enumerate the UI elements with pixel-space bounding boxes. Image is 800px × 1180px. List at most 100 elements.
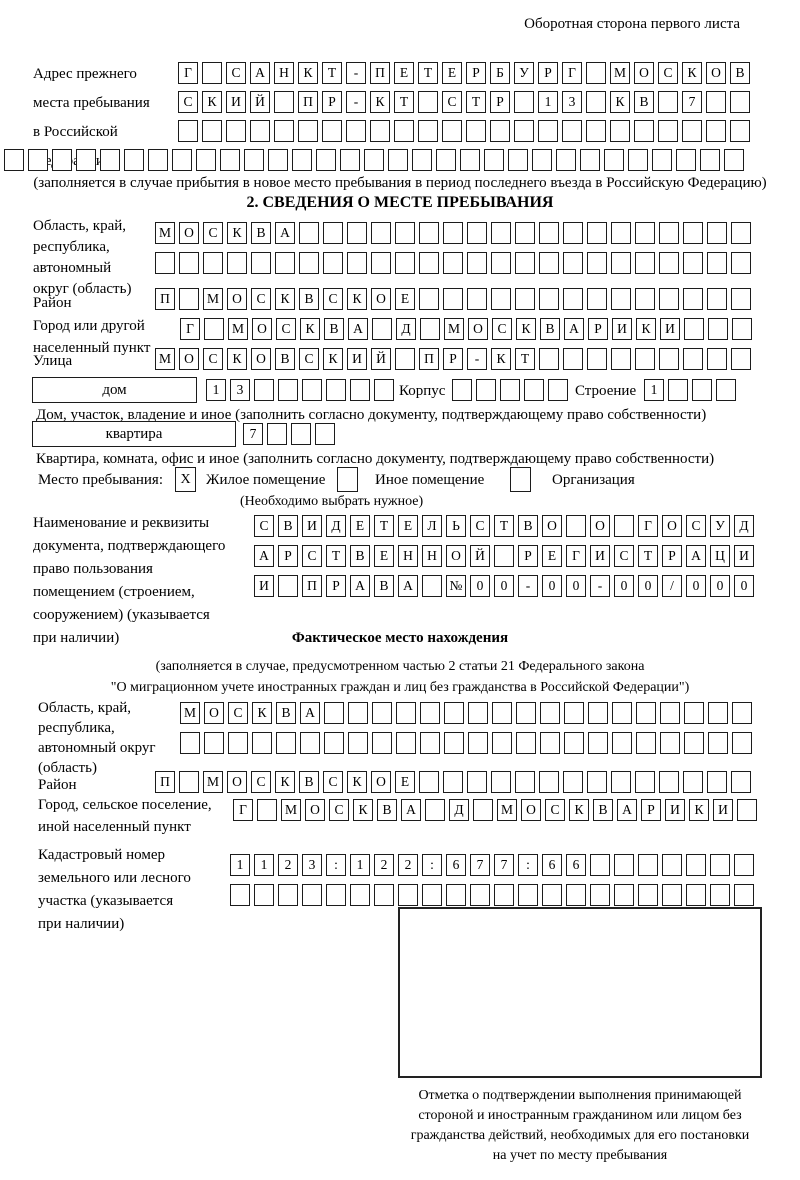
char-cell[interactable] [683, 348, 703, 370]
char-cell[interactable]: А [398, 575, 418, 597]
char-cell[interactable] [563, 252, 583, 274]
char-cell[interactable]: Г [562, 62, 582, 84]
char-cell[interactable]: 7 [243, 423, 263, 445]
char-cell[interactable] [635, 771, 655, 793]
char-cell[interactable] [412, 149, 432, 171]
char-cell[interactable]: С [442, 91, 462, 113]
char-cell[interactable] [614, 854, 634, 876]
char-cell[interactable] [419, 288, 439, 310]
char-cell[interactable] [580, 149, 600, 171]
char-cell[interactable]: / [662, 575, 682, 597]
char-cell[interactable]: В [540, 318, 560, 340]
char-cell[interactable] [372, 318, 392, 340]
char-cell[interactable] [302, 379, 322, 401]
char-cell[interactable] [659, 252, 679, 274]
char-cell[interactable] [196, 149, 216, 171]
char-cell[interactable] [660, 732, 680, 754]
char-cell[interactable] [588, 732, 608, 754]
char-cell[interactable]: В [278, 515, 298, 537]
char-cell[interactable]: 7 [470, 854, 490, 876]
char-cell[interactable] [707, 222, 727, 244]
char-cell[interactable]: Е [394, 62, 414, 84]
char-cell[interactable] [370, 120, 390, 142]
char-cell[interactable] [683, 222, 703, 244]
char-cell[interactable] [683, 252, 703, 274]
char-cell[interactable] [732, 732, 752, 754]
char-cell[interactable] [716, 379, 736, 401]
char-cell[interactable] [230, 884, 250, 906]
char-cell[interactable] [348, 702, 368, 724]
char-cell[interactable] [515, 771, 535, 793]
char-cell[interactable]: Н [422, 545, 442, 567]
char-cell[interactable]: С [323, 771, 343, 793]
char-cell[interactable] [500, 379, 520, 401]
char-cell[interactable] [708, 702, 728, 724]
char-cell[interactable]: А [300, 702, 320, 724]
char-cell[interactable]: С [178, 91, 198, 113]
char-cell[interactable]: С [323, 288, 343, 310]
char-cell[interactable] [731, 348, 751, 370]
char-cell[interactable]: К [516, 318, 536, 340]
char-cell[interactable]: И [612, 318, 632, 340]
char-cell[interactable]: О [662, 515, 682, 537]
char-cell[interactable] [516, 702, 536, 724]
char-cell[interactable]: - [467, 348, 487, 370]
char-cell[interactable] [676, 149, 696, 171]
char-cell[interactable]: О [251, 348, 271, 370]
char-cell[interactable]: К [202, 91, 222, 113]
char-cell[interactable]: В [275, 348, 295, 370]
char-cell[interactable]: М [180, 702, 200, 724]
char-cell[interactable] [707, 288, 727, 310]
stay-type-checkbox-organization[interactable] [510, 467, 531, 492]
char-cell[interactable]: 1 [350, 854, 370, 876]
char-cell[interactable] [274, 91, 294, 113]
char-cell[interactable]: Р [662, 545, 682, 567]
char-cell[interactable]: М [497, 799, 517, 821]
char-cell[interactable]: С [228, 702, 248, 724]
char-cell[interactable] [446, 884, 466, 906]
char-cell[interactable] [420, 732, 440, 754]
char-cell[interactable] [658, 120, 678, 142]
char-cell[interactable] [539, 288, 559, 310]
char-cell[interactable]: 0 [566, 575, 586, 597]
char-cell[interactable]: У [710, 515, 730, 537]
char-cell[interactable] [419, 252, 439, 274]
char-cell[interactable] [508, 149, 528, 171]
char-cell[interactable]: О [371, 771, 391, 793]
char-cell[interactable]: : [518, 854, 538, 876]
char-cell[interactable]: П [419, 348, 439, 370]
char-cell[interactable] [563, 348, 583, 370]
char-cell[interactable] [394, 120, 414, 142]
char-cell[interactable] [707, 348, 727, 370]
char-cell[interactable] [299, 222, 319, 244]
stay-type-checkbox-residential[interactable]: X [175, 467, 196, 492]
char-cell[interactable] [179, 288, 199, 310]
char-cell[interactable]: Н [398, 545, 418, 567]
char-cell[interactable]: М [203, 771, 223, 793]
char-cell[interactable] [734, 854, 754, 876]
char-cell[interactable] [564, 732, 584, 754]
char-cell[interactable]: С [276, 318, 296, 340]
char-cell[interactable] [612, 732, 632, 754]
char-cell[interactable]: Р [322, 91, 342, 113]
char-cell[interactable] [346, 120, 366, 142]
char-cell[interactable]: А [401, 799, 421, 821]
char-cell[interactable] [484, 149, 504, 171]
char-cell[interactable] [710, 884, 730, 906]
char-cell[interactable] [178, 120, 198, 142]
char-cell[interactable] [610, 120, 630, 142]
char-cell[interactable] [442, 120, 462, 142]
char-cell[interactable] [100, 149, 120, 171]
char-cell[interactable]: С [686, 515, 706, 537]
char-cell[interactable] [587, 252, 607, 274]
char-cell[interactable]: П [298, 91, 318, 113]
char-cell[interactable] [254, 884, 274, 906]
char-cell[interactable]: Г [178, 62, 198, 84]
char-cell[interactable]: Е [442, 62, 462, 84]
char-cell[interactable]: И [302, 515, 322, 537]
char-cell[interactable] [371, 252, 391, 274]
char-cell[interactable] [468, 702, 488, 724]
char-cell[interactable]: К [353, 799, 373, 821]
char-cell[interactable] [587, 771, 607, 793]
char-cell[interactable]: Е [395, 288, 415, 310]
